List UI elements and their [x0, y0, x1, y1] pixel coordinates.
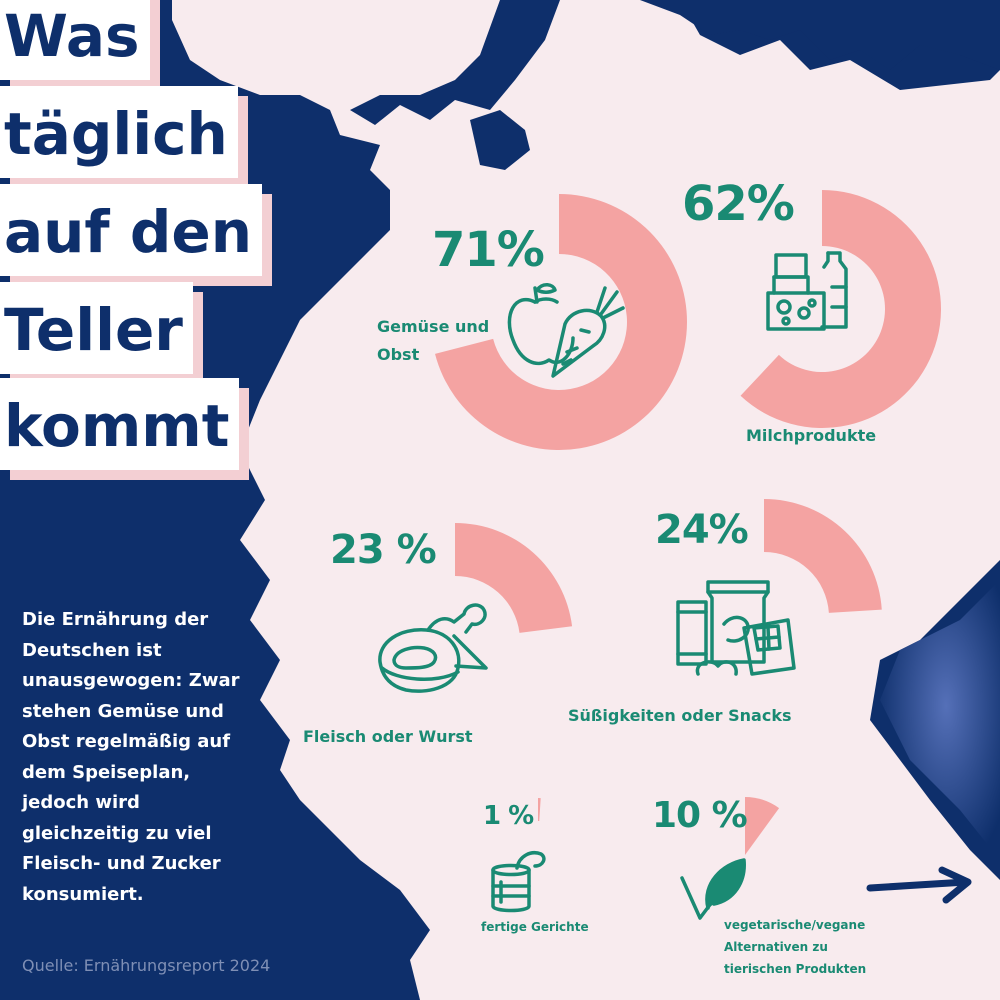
leaf-icon — [680, 858, 746, 920]
meat-icon — [378, 603, 488, 693]
title-line-5: kommt — [0, 378, 240, 470]
dairy-icon — [766, 251, 848, 331]
title-line-1: Was — [0, 0, 150, 80]
map-eastern-border-region — [880, 580, 1000, 860]
ring-fertige-gerichte — [538, 798, 541, 822]
ring-suessigkeiten-snacks — [764, 499, 882, 613]
source-note: Quelle: Ernährungsreport 2024 — [22, 956, 271, 975]
snacks-icon — [676, 580, 796, 676]
label-vegetarisch-vegan-line-1: vegetarische/vegane — [724, 918, 866, 932]
percent-milchprodukte: 62% — [682, 176, 795, 232]
title-line-3: auf den — [0, 184, 263, 276]
map-land-shape — [172, 0, 1000, 1000]
label-suessigkeiten-snacks: Süßigkeiten oder Snacks — [568, 706, 792, 725]
ring-milchprodukte — [740, 190, 941, 428]
ring-gemuese-obst — [435, 194, 687, 451]
arrow-right-icon — [866, 866, 972, 904]
map-baltic-sea — [640, 0, 1000, 70]
percent-fleisch-wurst: 23 % — [330, 527, 437, 573]
label-milchprodukte: Milchprodukte — [746, 426, 877, 445]
ring-vegetarisch-vegan — [745, 797, 780, 855]
intro-paragraph: Die Ernährung der Deutschen ist unausgew… — [22, 609, 240, 905]
percent-fertige-gerichte: 1 % — [483, 801, 534, 831]
percent-gemuese-obst: 71% — [432, 222, 545, 278]
title-line-4: Teller — [0, 282, 193, 374]
ring-fleisch-wurst — [455, 523, 573, 633]
percent-suessigkeiten-snacks: 24% — [655, 507, 749, 553]
percent-vegetarisch-vegan: 10 % — [652, 795, 748, 836]
label-fleisch-wurst: Fleisch oder Wurst — [303, 727, 473, 746]
map-fjord — [470, 110, 530, 170]
map-north-sea — [350, 0, 560, 125]
apple-carrot-icon — [507, 283, 625, 378]
can-icon — [491, 851, 546, 913]
label-gemuese-obst: Gemüse und Obst — [377, 317, 490, 364]
label-vegetarisch-vegan-line-2: Alternativen zu — [724, 940, 828, 954]
label-vegetarisch-vegan-line-3: tierischen Produkten — [724, 962, 867, 976]
label-fertige-gerichte: fertige Gerichte — [481, 920, 589, 934]
title-line-2: täglich — [0, 86, 238, 178]
